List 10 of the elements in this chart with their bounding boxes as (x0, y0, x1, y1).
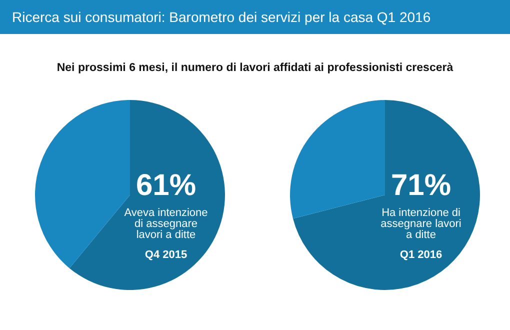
text: Q1 2016 (400, 249, 442, 261)
data-label: 71% (390, 169, 452, 202)
chart-title: Ricerca sui consumatori: Barometro dei servizi per la casa Q1 2016 (0, 0, 510, 34)
pie-slice (292, 100, 480, 290)
text: Nei prossimi 6 mesi, il numero di lavori affidati ai professionisti crescerà (56, 62, 454, 74)
text: Ha intenzione di assegnare lavori a ditte (380, 207, 462, 241)
text: Q4 2015 (144, 249, 188, 261)
data-label: 61% (136, 169, 196, 202)
text: Aveva intenzione di assegnare lavori a ditte (124, 207, 208, 241)
pie-slice (69, 100, 225, 290)
